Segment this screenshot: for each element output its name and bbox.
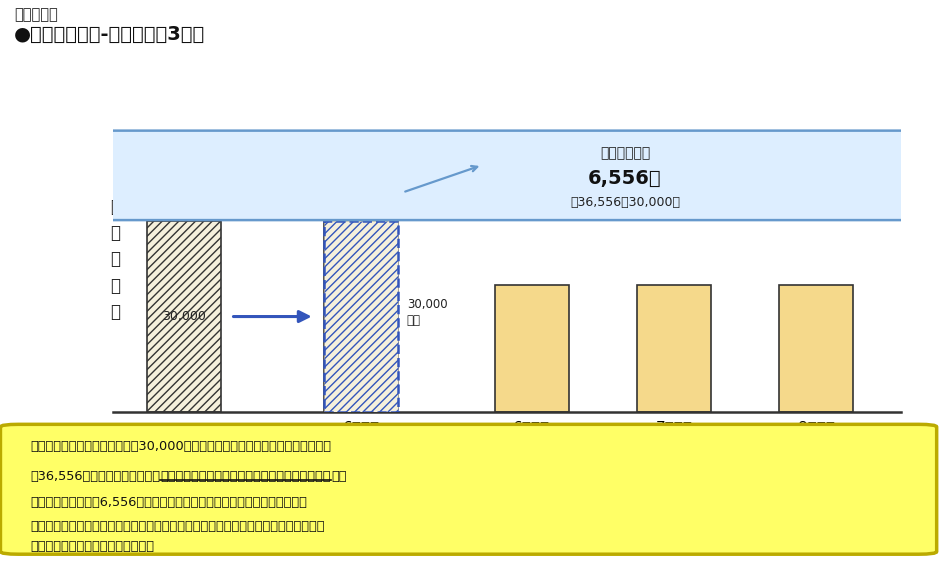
FancyBboxPatch shape (0, 424, 937, 554)
FancyBboxPatch shape (0, 131, 939, 220)
Text: ●独身者の場合-月次減税額3万円: ●独身者の場合-月次減税額3万円 (14, 25, 206, 45)
Bar (325, 180, 398, 412)
Text: 〔計算例〕: 〔計算例〕 (14, 7, 58, 22)
Bar (637, 285, 711, 412)
Text: （36,556円）以下となるため、: （36,556円）以下となるため、 (30, 469, 161, 483)
Bar (325, 222, 398, 412)
Bar (779, 285, 854, 412)
Text: （36,556－30,000）: （36,556－30,000） (570, 196, 680, 209)
Text: 30,000
控除: 30,000 控除 (407, 298, 448, 328)
Text: 月次減税額を６月賞与の控除前税額から全額控除: 月次減税額を６月賞与の控除前税額から全額控除 (161, 469, 331, 483)
Text: その後は控除できる月次減税額はありませんので、年末調整を行う前までは従来の: その後は控除できる月次減税額はありませんので、年末調整を行う前までは従来の (30, 520, 325, 533)
Text: 方法で源泉徴収税額を算出します。: 方法で源泉徴収税額を算出します。 (30, 540, 154, 553)
Text: 30,000: 30,000 (162, 310, 206, 323)
Text: 6,556円: 6,556円 (588, 169, 662, 188)
Text: ※ その後は従来の方法で源泉徴収: ※ その後は従来の方法で源泉徴収 (517, 205, 645, 218)
Bar (146, 222, 221, 412)
Text: 月
次
減
税
額: 月 次 減 税 額 (111, 197, 120, 321)
Text: し、: し、 (331, 469, 346, 483)
Bar (495, 285, 569, 412)
Text: 控除前
税額
36,556: 控除前 税額 36,556 (334, 129, 375, 175)
Text: 控除した後の残額（6,556円）が６月賞与に係る源泉徴収税額になります。: 控除した後の残額（6,556円）が６月賞与に係る源泉徴収税額になります。 (30, 496, 307, 509)
Text: この事例では、月次減税額（30,000円）が最初に支払う６月賞与の控除前税額: この事例では、月次減税額（30,000円）が最初に支払う６月賞与の控除前税額 (30, 440, 331, 453)
Text: 源泉徴収税額: 源泉徴収税額 (600, 146, 650, 160)
